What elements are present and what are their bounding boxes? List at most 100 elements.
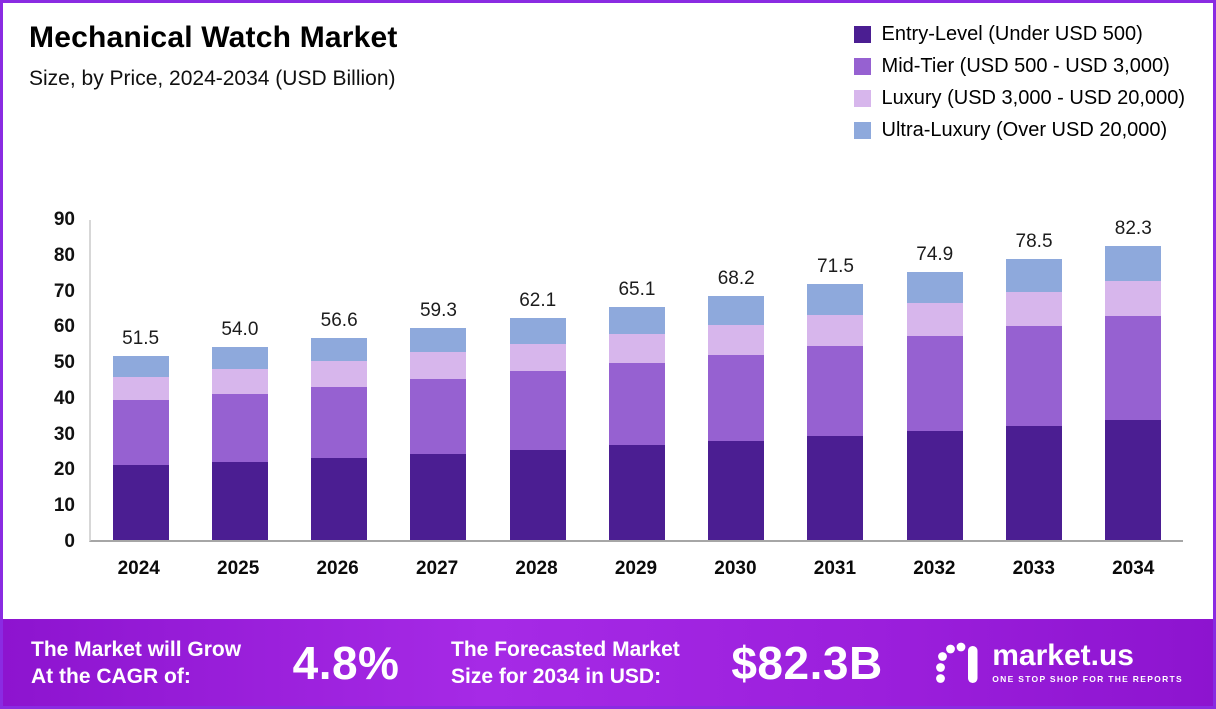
bar-segment bbox=[906, 336, 963, 431]
stacked-bar bbox=[608, 307, 665, 540]
brand-name: market.us bbox=[992, 639, 1134, 672]
x-axis: 2024 2025 2026 2027 2028 2029 2030 2031 2032 2033… bbox=[89, 558, 1183, 580]
x-tick-label: 2025 bbox=[217, 558, 260, 579]
stacked-bar bbox=[112, 355, 169, 540]
page-subtitle: Size, by Price, 2024-2034 (USD Billion) bbox=[29, 67, 396, 90]
brand-tagline: ONE STOP SHOP FOR THE REPORTS bbox=[992, 674, 1183, 684]
y-tick-label: 50 bbox=[53, 352, 75, 374]
bar-column-2030: 68.2 bbox=[687, 220, 786, 540]
bar-segment bbox=[807, 346, 864, 436]
bar-segment bbox=[311, 458, 368, 540]
legend-label: Luxury (USD 3,000 - USD 20,000) bbox=[881, 87, 1185, 109]
page-title: Mechanical Watch Market bbox=[29, 21, 398, 54]
forecast-label-line1: The Forecasted Market bbox=[451, 637, 680, 661]
legend: Entry-Level (Under USD 500) Mid-Tier (USD… bbox=[853, 21, 1185, 142]
bar-segment bbox=[1006, 425, 1063, 540]
bar-column-2034: 82.3 bbox=[1084, 217, 1183, 540]
bar-segment bbox=[311, 337, 368, 362]
legend-item: Entry-Level (Under USD 500) bbox=[853, 23, 1185, 46]
stacked-bar bbox=[1105, 245, 1162, 540]
forecast-label: The Forecasted Market Size for 2034 in U… bbox=[451, 636, 680, 690]
x-tick-label: 2026 bbox=[316, 558, 359, 579]
x-tick-label: 2032 bbox=[913, 558, 956, 579]
bar-segment bbox=[906, 272, 963, 304]
chart: 0 10 20 30 40 50 60 70 80 90 51.5 54.0 56.6 59.3 62.1… bbox=[3, 209, 1213, 580]
y-tick-label: 20 bbox=[53, 459, 75, 481]
bar-segment bbox=[708, 440, 765, 540]
legend-swatch bbox=[853, 122, 871, 139]
bar-segment bbox=[1006, 292, 1063, 327]
bar-column-2031: 71.5 bbox=[786, 220, 885, 540]
bar-total-label: 62.1 bbox=[519, 289, 557, 311]
bar-column-2026: 56.6 bbox=[290, 220, 389, 540]
bar-segment bbox=[112, 355, 169, 378]
bar-total-label: 82.3 bbox=[1114, 217, 1152, 239]
marketus-logo-icon bbox=[936, 642, 978, 683]
bar-column-2027: 59.3 bbox=[389, 220, 488, 540]
x-tick-label: 2030 bbox=[714, 558, 757, 579]
legend-item: Ultra-Luxury (Over USD 20,000) bbox=[853, 119, 1185, 142]
cagr-label-line1: The Market will Grow bbox=[31, 637, 242, 661]
legend-label: Entry-Level (Under USD 500) bbox=[881, 23, 1143, 45]
y-tick-label: 30 bbox=[53, 423, 75, 445]
legend-swatch bbox=[853, 58, 871, 75]
bar-segment bbox=[311, 386, 368, 459]
stacked-bar bbox=[708, 296, 765, 540]
y-tick-label: 60 bbox=[53, 316, 75, 338]
bar-total-label: 74.9 bbox=[916, 244, 954, 266]
bar-total-label: 51.5 bbox=[122, 327, 160, 349]
bar-segment bbox=[410, 327, 467, 353]
bar-segment bbox=[708, 324, 765, 355]
bar-column-2028: 62.1 bbox=[488, 220, 587, 540]
bar-total-label: 54.0 bbox=[221, 318, 259, 340]
bar-column-2033: 78.5 bbox=[984, 220, 1083, 540]
bar-total-label: 56.6 bbox=[320, 309, 358, 331]
bar-segment bbox=[211, 462, 268, 540]
bar-segment bbox=[1105, 281, 1162, 317]
bar-total-label: 68.2 bbox=[717, 268, 755, 290]
stacked-bar bbox=[1006, 259, 1063, 540]
bar-total-label: 71.5 bbox=[817, 256, 854, 278]
legend-label: Ultra-Luxury (Over USD 20,000) bbox=[881, 119, 1168, 141]
x-tick-label: 2024 bbox=[117, 558, 160, 579]
bar-segment bbox=[112, 400, 169, 465]
y-axis: 0 10 20 30 40 50 60 70 80 90 bbox=[33, 209, 89, 552]
stacked-bar bbox=[410, 327, 467, 540]
bar-column-2032: 74.9 bbox=[885, 220, 984, 540]
bar-total-label: 78.5 bbox=[1015, 231, 1053, 253]
cagr-label: The Market will Grow At the CAGR of: bbox=[31, 636, 241, 690]
bar-segment bbox=[906, 303, 963, 337]
bar-segment bbox=[112, 377, 169, 401]
bar-segment bbox=[708, 296, 765, 325]
bar-segment bbox=[509, 449, 566, 540]
x-tick-label: 2034 bbox=[1112, 558, 1155, 579]
bar-segment bbox=[410, 454, 467, 540]
bar-total-label: 59.3 bbox=[419, 299, 457, 321]
forecast-label-line2: Size for 2034 in USD: bbox=[451, 664, 662, 688]
stacked-bar bbox=[906, 272, 963, 540]
bar-segment bbox=[509, 343, 566, 372]
bar-segment bbox=[906, 430, 963, 540]
plot-area: 51.5 54.0 56.6 59.3 62.1 65.1 68.2 71.5 74.9 78.5… bbox=[89, 217, 1183, 542]
bar-segment bbox=[211, 394, 268, 463]
x-tick-label: 2027 bbox=[415, 558, 459, 579]
cagr-label-line2: At the CAGR of: bbox=[31, 664, 191, 688]
bar-segment bbox=[311, 361, 368, 387]
title-block: Mechanical Watch Market Size, by Price, … bbox=[29, 21, 398, 142]
stacked-bar bbox=[509, 317, 566, 540]
banner: The Market will Grow At the CAGR of: 4.8… bbox=[3, 619, 1213, 706]
bar-segment bbox=[410, 379, 467, 455]
y-tick-label: 10 bbox=[53, 495, 75, 517]
y-tick-label: 40 bbox=[53, 387, 75, 409]
header: Mechanical Watch Market Size, by Price, … bbox=[3, 3, 1213, 142]
bar-column-2029: 65.1 bbox=[587, 220, 686, 540]
legend-swatch bbox=[853, 26, 871, 43]
legend-label: Mid-Tier (USD 500 - USD 3,000) bbox=[881, 55, 1170, 77]
brand-text: market.us ONE STOP SHOP FOR THE REPORTS bbox=[992, 639, 1183, 685]
x-tick-label: 2031 bbox=[813, 558, 857, 579]
bar-segment bbox=[509, 317, 566, 344]
legend-item: Mid-Tier (USD 500 - USD 3,000) bbox=[853, 55, 1185, 78]
stacked-bar bbox=[807, 284, 864, 540]
bar-segment bbox=[807, 314, 864, 347]
